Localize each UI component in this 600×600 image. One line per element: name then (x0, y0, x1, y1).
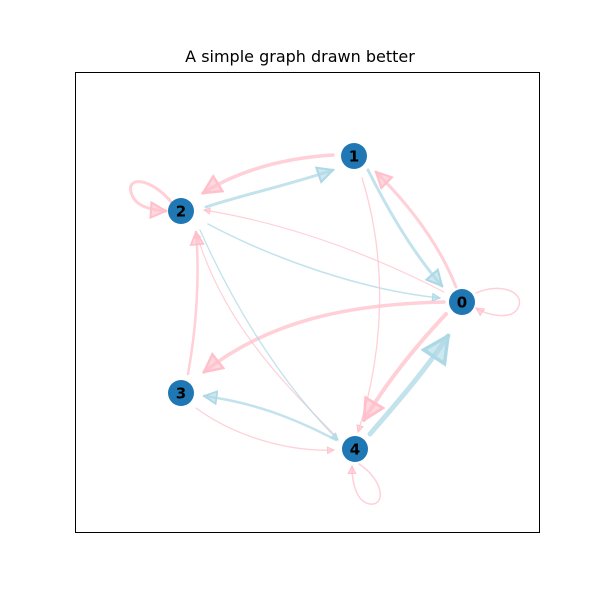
node-0[interactable]: 0 (449, 289, 475, 315)
edge-2-4 (199, 229, 338, 440)
edge-0-1 (376, 172, 458, 289)
node-4-label: 4 (350, 441, 360, 459)
node-1[interactable]: 1 (341, 143, 367, 169)
edge-2-2 (129, 180, 174, 211)
edge-3-4 (195, 407, 334, 450)
node-4[interactable]: 4 (342, 436, 368, 462)
plot-frame (75, 72, 540, 533)
node-2-label: 2 (176, 203, 186, 221)
edge-1-2 (203, 153, 335, 195)
edge-0-0 (476, 287, 521, 315)
node-1-label: 1 (349, 148, 359, 166)
node-0-label: 0 (457, 294, 467, 312)
edge-2-1 (204, 170, 333, 209)
nodes-layer: 0 1 2 3 4 (168, 143, 475, 462)
edge-4-4 (352, 463, 381, 505)
edge-0-2-pink (204, 210, 445, 293)
edge-0-4 (362, 312, 448, 420)
node-3[interactable]: 3 (168, 380, 194, 406)
edges-layer (129, 153, 521, 505)
node-2[interactable]: 2 (168, 198, 194, 224)
edge-3-2 (186, 232, 198, 376)
edge-4-0 (367, 336, 451, 437)
node-3-label: 3 (176, 385, 186, 403)
edge-1-4 (358, 177, 381, 432)
edge-4-3 (204, 396, 338, 442)
chart-title: A simple graph drawn better (185, 47, 415, 66)
edge-1-0 (366, 168, 442, 286)
edge-0-2-blue (207, 223, 440, 298)
edge-0-3 (204, 300, 446, 374)
